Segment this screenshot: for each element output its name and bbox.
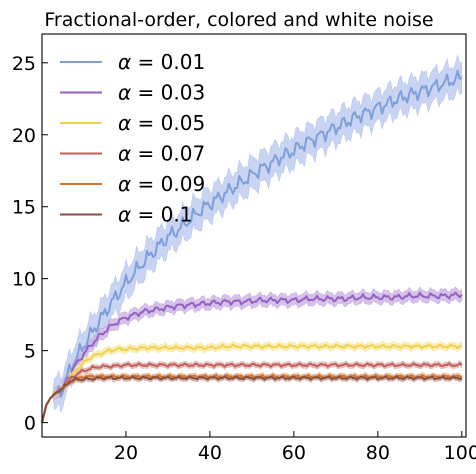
series-line <box>41 373 463 423</box>
series-band <box>41 360 463 424</box>
legend-label: α = 0.05 <box>118 111 205 135</box>
series-band <box>41 373 463 424</box>
y-tick-label: 10 <box>12 269 36 291</box>
x-tick-label: 80 <box>366 442 390 464</box>
series-band <box>41 286 463 424</box>
series-line <box>41 291 463 423</box>
x-tick-label: 20 <box>114 442 138 464</box>
series-lines <box>41 69 463 423</box>
legend-label: α = 0.01 <box>118 50 205 74</box>
y-tick-label: 25 <box>12 53 36 75</box>
chart-title: Fractional-order, colored and white nois… <box>44 9 433 31</box>
plot-frame <box>41 33 467 438</box>
y-tick-label: 15 <box>12 197 36 219</box>
axis-ticks <box>42 62 463 437</box>
x-tick-label: 60 <box>282 442 306 464</box>
legend-label: α = 0.1 <box>118 203 192 227</box>
y-tick-label: 5 <box>24 341 36 363</box>
legend-label: α = 0.07 <box>118 142 205 166</box>
legend-label: α = 0.09 <box>118 172 205 196</box>
legend-label: α = 0.03 <box>118 81 205 105</box>
x-tick-label: 40 <box>198 442 222 464</box>
axis-tick-labels: 20 40 60 80 100 0 5 10 15 20 25 <box>12 53 476 464</box>
series-band <box>41 340 463 424</box>
series-line <box>41 69 463 423</box>
uncertainty-bands <box>41 54 463 424</box>
y-tick-label: 20 <box>12 125 36 147</box>
x-tick-label: 100 <box>444 442 476 464</box>
y-tick-label: 0 <box>24 413 36 435</box>
series-line <box>41 375 463 423</box>
legend: α = 0.01 α = 0.03 α = 0.05 α = 0.07 α = 0.09… <box>60 50 205 227</box>
series-line <box>41 362 463 423</box>
series-line <box>41 343 463 423</box>
